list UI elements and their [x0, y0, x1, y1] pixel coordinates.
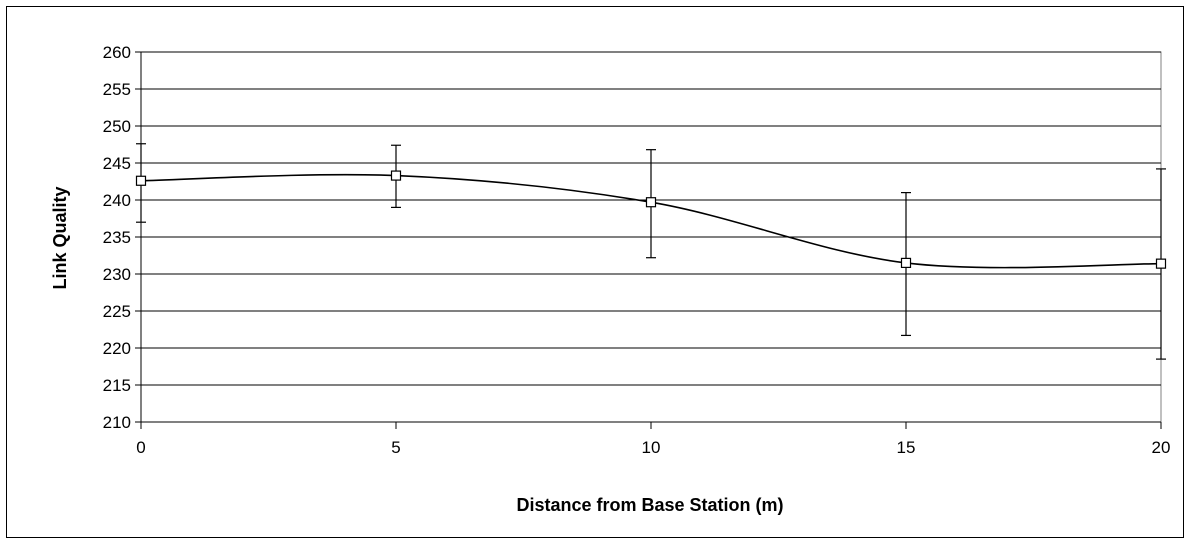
y-tick-label: 255 [103, 80, 131, 99]
y-tick-label: 210 [103, 413, 131, 432]
data-point-marker [645, 197, 657, 208]
y-tick-label: 245 [103, 154, 131, 173]
y-tick-label: 240 [103, 191, 131, 210]
y-tick-label: 220 [103, 339, 131, 358]
x-tick-label: 10 [642, 438, 661, 457]
y-axis-title: Link Quality [50, 186, 70, 289]
x-tick-label: 20 [1152, 438, 1171, 457]
y-tick-label: 250 [103, 117, 131, 136]
y-tick-label: 230 [103, 265, 131, 284]
data-point-marker [1155, 258, 1167, 269]
x-axis-title: Distance from Base Station (m) [516, 495, 783, 515]
data-point-marker [135, 175, 147, 186]
y-tick-label: 260 [103, 43, 131, 62]
x-tick-label: 0 [136, 438, 145, 457]
data-point-marker [900, 257, 912, 268]
y-tick-label: 225 [103, 302, 131, 321]
y-tick-label: 215 [103, 376, 131, 395]
x-tick-label: 15 [897, 438, 916, 457]
data-point-marker [390, 170, 402, 181]
chart-frame [6, 6, 1184, 538]
y-tick-label: 235 [103, 228, 131, 247]
x-tick-label: 5 [391, 438, 400, 457]
